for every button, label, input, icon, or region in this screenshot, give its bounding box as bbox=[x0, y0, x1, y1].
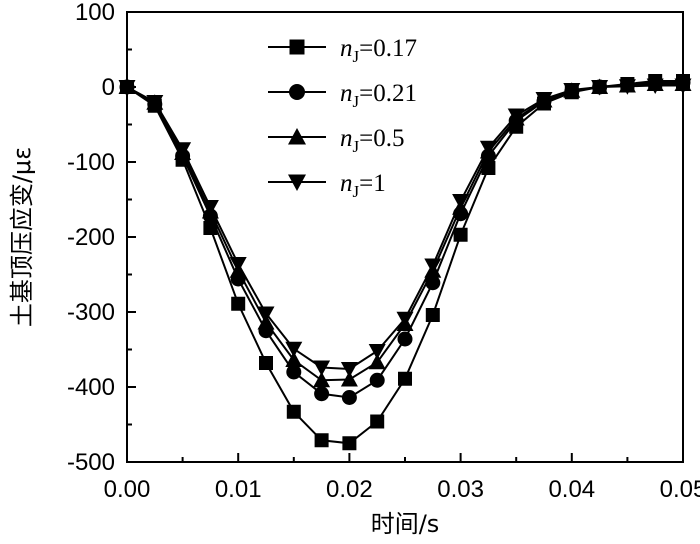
data-point-circle bbox=[369, 372, 385, 388]
data-point-square bbox=[342, 436, 357, 451]
legend-sub: J bbox=[353, 182, 360, 201]
series-1 bbox=[120, 74, 690, 451]
data-point-triangle-down bbox=[174, 142, 192, 158]
legend-sub: J bbox=[353, 92, 360, 111]
data-point-triangle-down bbox=[118, 80, 136, 96]
data-point-triangle-down bbox=[618, 79, 636, 95]
y-tick-label: -500 bbox=[67, 449, 115, 476]
data-point-square bbox=[425, 308, 440, 322]
data-point-square bbox=[398, 371, 412, 386]
legend-label: nJ=1 bbox=[340, 170, 386, 201]
data-point-circle bbox=[314, 386, 330, 402]
data-point-triangle-down bbox=[535, 92, 553, 108]
data-point-circle bbox=[341, 390, 357, 405]
data-point-triangle-down bbox=[313, 360, 331, 376]
data-point-square bbox=[259, 356, 273, 370]
legend-value: =0.5 bbox=[359, 125, 404, 152]
data-point-triangle-down bbox=[479, 140, 497, 157]
legend-var: n bbox=[340, 170, 353, 197]
data-point-triangle-down bbox=[646, 78, 664, 94]
x-tick-label: 0.03 bbox=[437, 476, 484, 503]
data-point-triangle-down bbox=[201, 200, 219, 216]
data-point-triangle-up bbox=[313, 371, 331, 388]
legend-value: =1 bbox=[359, 170, 386, 197]
x-tick-label: 0.02 bbox=[326, 476, 373, 503]
data-point-square bbox=[370, 414, 385, 429]
series-group bbox=[118, 74, 692, 451]
data-point-circle bbox=[397, 331, 413, 347]
y-tick-label: -300 bbox=[67, 299, 115, 326]
y-tick-label: -200 bbox=[67, 224, 115, 251]
legend-label: nJ=0.21 bbox=[340, 80, 417, 111]
data-point-triangle-down bbox=[452, 194, 470, 210]
x-tick-label: 0.05 bbox=[660, 476, 700, 503]
data-point-circle bbox=[289, 84, 305, 100]
data-point-triangle-down bbox=[146, 95, 164, 111]
y-tick-label: -100 bbox=[67, 149, 115, 176]
data-point-square bbox=[286, 404, 301, 419]
series-4 bbox=[118, 78, 692, 378]
legend-var: n bbox=[340, 35, 353, 62]
data-point-triangle-up bbox=[285, 351, 303, 367]
legend-value: =0.21 bbox=[359, 80, 417, 107]
legend-sub: J bbox=[353, 47, 360, 66]
legend-var: n bbox=[340, 80, 353, 107]
x-tick-label: 0.00 bbox=[104, 476, 151, 503]
data-point-triangle-down bbox=[591, 80, 609, 96]
data-point-square bbox=[453, 227, 468, 242]
legend-item-4: nJ=1 bbox=[268, 170, 386, 201]
series-line bbox=[126, 80, 683, 445]
data-point-triangle-down bbox=[288, 174, 306, 191]
legend-var: n bbox=[340, 125, 353, 152]
y-axis-label: 土基顶压应变/με bbox=[8, 147, 36, 327]
legend-item-1: nJ=0.17 bbox=[268, 35, 417, 66]
data-point-circle bbox=[286, 364, 302, 380]
x-tick-label: 0.04 bbox=[548, 476, 595, 503]
data-point-triangle-down bbox=[674, 78, 692, 94]
data-point-triangle-down bbox=[285, 341, 303, 358]
x-tick-label: 0.01 bbox=[215, 476, 262, 503]
series-2 bbox=[119, 75, 691, 405]
data-point-triangle-up bbox=[340, 371, 358, 387]
x-axis-label: 时间/s bbox=[371, 510, 440, 538]
legend-label: nJ=0.17 bbox=[340, 35, 417, 66]
data-point-triangle-down bbox=[563, 83, 581, 99]
y-tick-label: 100 bbox=[75, 0, 115, 26]
data-point-triangle-down bbox=[396, 311, 414, 328]
data-point-triangle-down bbox=[507, 108, 525, 124]
data-point-triangle-up bbox=[288, 128, 306, 145]
data-point-square bbox=[289, 39, 305, 55]
data-point-triangle-down bbox=[257, 306, 275, 322]
data-point-triangle-down bbox=[368, 344, 386, 360]
y-tick-label: 0 bbox=[102, 74, 115, 101]
legend-item-3: nJ=0.5 bbox=[268, 125, 404, 156]
series-line bbox=[126, 81, 683, 399]
legend-sub: J bbox=[353, 137, 360, 156]
legend-item-2: nJ=0.21 bbox=[268, 80, 417, 111]
data-point-square bbox=[231, 296, 246, 311]
legend-value: =0.17 bbox=[359, 35, 417, 62]
data-point-square bbox=[314, 433, 329, 448]
data-point-triangle-down bbox=[424, 258, 442, 274]
data-point-triangle-up bbox=[368, 353, 386, 370]
axis-ticks: 0.00 0.01 0.02 0.03 0.04 0.05 100 0 -100 -200 -300… bbox=[67, 0, 700, 503]
legend-label: nJ=0.5 bbox=[340, 125, 404, 156]
data-point-triangle-down bbox=[340, 362, 358, 378]
data-point-triangle-down bbox=[229, 257, 247, 273]
y-tick-label: -400 bbox=[67, 374, 115, 401]
